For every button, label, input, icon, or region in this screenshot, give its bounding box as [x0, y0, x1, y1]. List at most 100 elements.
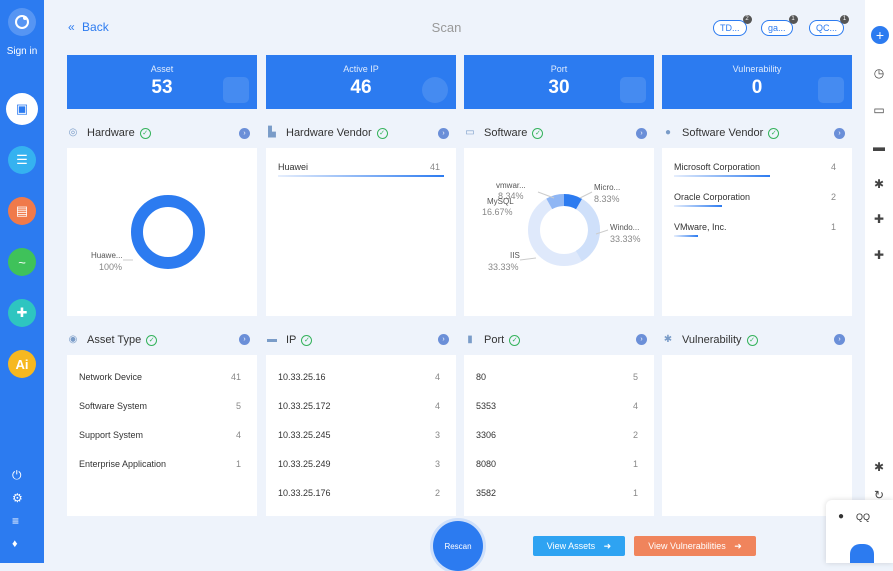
settings-icon[interactable]: ⚙ — [12, 491, 23, 505]
port-icon — [620, 77, 646, 103]
view-assets-button[interactable]: View Assets ➜ — [533, 536, 625, 556]
item-name: 10.33.25.245 — [278, 430, 331, 440]
check-icon: ✓ — [301, 334, 313, 346]
donut-pct: 8.33% — [594, 194, 620, 204]
puzzle-bug-icon[interactable]: ✚ — [873, 248, 885, 262]
chevron-right-icon[interactable]: › — [636, 128, 647, 139]
list-item[interactable]: 3306 2 — [476, 430, 642, 440]
qq-widget[interactable]: ● QQ — [826, 500, 893, 563]
list-item[interactable]: Enterprise Application 1 — [79, 459, 245, 469]
stat-value: 53 — [151, 77, 173, 98]
report-nav-icon[interactable]: ▤ — [8, 197, 36, 225]
back-label: Back — [82, 20, 109, 34]
list-item[interactable]: 8080 1 — [476, 459, 642, 469]
list-item[interactable]: 10.33.25.245 3 — [278, 430, 444, 440]
tag-chip[interactable]: ga... 1 — [761, 15, 798, 36]
bug-side-icon[interactable]: ✱ — [873, 460, 885, 474]
chevron-right-icon[interactable]: › — [636, 334, 647, 345]
hardware-donut-chart — [123, 195, 205, 269]
add-icon[interactable]: + — [871, 26, 889, 44]
list-item[interactable]: 3582 1 — [476, 488, 642, 498]
vendor-icon: ▙ — [268, 127, 276, 138]
view-vulnerabilities-button[interactable]: View Vulnerabilities ➜ — [634, 536, 756, 556]
item-name: 10.33.25.16 — [278, 372, 326, 382]
list-item[interactable]: 80 5 — [476, 372, 642, 382]
leader-line — [537, 191, 555, 199]
item-count: 41 — [230, 372, 241, 382]
list-item[interactable]: Oracle Corporation 2 — [674, 192, 840, 202]
stat-card-active-ip[interactable]: Active IP 46 — [266, 55, 456, 109]
chart-nav-icon[interactable]: ~ — [8, 248, 36, 276]
list-item[interactable]: Software System 5 — [79, 401, 245, 411]
bug-icon[interactable]: ✱ — [873, 177, 885, 191]
section-title: Hardware — [87, 127, 135, 139]
rescan-button[interactable]: Rescan — [433, 521, 483, 571]
diamond-icon[interactable]: ♦ — [12, 538, 18, 550]
chevron-right-icon[interactable]: › — [834, 128, 845, 139]
list-item[interactable]: 5353 4 — [476, 401, 642, 411]
layers-icon — [223, 77, 249, 103]
chevron-right-icon[interactable]: › — [438, 334, 449, 345]
item-name: Oracle Corporation — [674, 192, 751, 202]
chevron-right-icon[interactable]: › — [239, 334, 250, 345]
scan-nav-icon[interactable]: ▣ — [6, 93, 38, 125]
chevron-right-icon[interactable]: › — [834, 334, 845, 345]
item-name: 3582 — [476, 488, 497, 498]
list-item[interactable]: 10.33.25.16 4 — [278, 372, 444, 382]
stat-card-vulnerability[interactable]: Vulnerability 0 — [662, 55, 852, 109]
left-sidebar: Sign in ▣ ☰ ▤ ~ ✚ Ai ⏻ ⚙ ≡ ♦ — [0, 0, 44, 563]
refresh-icon[interactable]: ↻ — [873, 488, 885, 502]
item-name: 3306 — [476, 430, 497, 440]
button-label: View Vulnerabilities — [648, 541, 726, 551]
section-head-hardware: ◎ Hardware ✓ — [67, 124, 151, 142]
list-item[interactable]: VMware, Inc. 1 — [674, 222, 840, 232]
donut-pct: 100% — [99, 262, 123, 272]
contact-avatar-icon — [850, 544, 874, 563]
check-icon: ✓ — [509, 334, 521, 346]
tag-chip[interactable]: TD... 2 — [713, 15, 752, 36]
item-count: 41 — [429, 162, 440, 172]
app-logo-icon — [8, 8, 36, 36]
list-nav-icon[interactable]: ☰ — [8, 146, 36, 174]
check-icon: ✓ — [376, 127, 388, 139]
donut-pct: 33.33% — [488, 262, 519, 272]
list-item[interactable]: 10.33.25.172 4 — [278, 401, 444, 411]
tag-chip[interactable]: QC... 1 — [809, 15, 850, 36]
ip-panel: 10.33.25.16 4 10.33.25.172 4 10.33.25.245 3… — [266, 355, 456, 516]
signin-link[interactable]: Sign in — [6, 46, 38, 57]
section-title: Software — [484, 127, 528, 139]
list-item[interactable]: 10.33.25.249 3 — [278, 459, 444, 469]
bug-watermark-icon — [818, 77, 844, 103]
qq-label: QQ — [856, 512, 871, 522]
menu-icon[interactable]: ≡ — [12, 514, 20, 528]
chevron-right-icon[interactable]: › — [239, 128, 250, 139]
plugin-nav-icon[interactable]: ✚ — [8, 299, 36, 327]
list-item[interactable]: 10.33.25.176 2 — [278, 488, 444, 498]
list-item[interactable]: Network Device 41 — [79, 372, 245, 382]
item-count: 1 — [632, 488, 638, 498]
software-vendor-panel: Microsoft Corporation 4 Oracle Corporati… — [662, 148, 852, 316]
section-title: IP — [286, 334, 297, 346]
list-item[interactable]: Microsoft Corporation 4 — [674, 162, 840, 172]
chip-count: 1 — [788, 15, 798, 24]
list-item[interactable]: Huawei 41 — [278, 162, 444, 172]
chevron-right-icon[interactable]: › — [438, 128, 449, 139]
stat-card-asset[interactable]: Asset 53 — [67, 55, 257, 109]
section-head-port: ▮ Port ✓ — [464, 331, 521, 349]
clock-icon[interactable]: ◷ — [873, 66, 885, 80]
list-item[interactable]: Support System 4 — [79, 430, 245, 440]
item-count: 4 — [235, 430, 241, 440]
monitor-icon[interactable]: ▬ — [873, 140, 885, 154]
item-name: Huawei — [278, 162, 309, 172]
item-count: 4 — [632, 401, 638, 411]
item-count: 5 — [235, 401, 241, 411]
ai-nav-icon[interactable]: Ai — [8, 350, 36, 378]
item-name: 8080 — [476, 459, 497, 469]
puzzle-icon[interactable]: ✚ — [873, 212, 885, 226]
back-link[interactable]: « Back — [68, 20, 109, 34]
document-icon[interactable]: ▭ — [873, 103, 885, 117]
power-icon[interactable]: ⏻ — [12, 468, 22, 482]
stat-card-port[interactable]: Port 30 — [464, 55, 654, 109]
item-count: 5 — [632, 372, 638, 382]
leader-line — [519, 257, 537, 261]
